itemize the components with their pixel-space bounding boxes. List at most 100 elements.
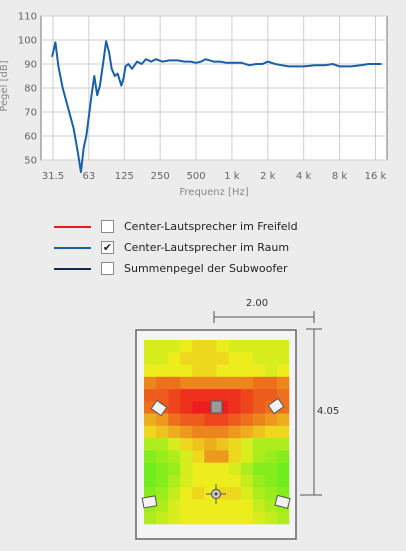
heatmap-cell (228, 474, 241, 488)
heatmap-cell (180, 413, 193, 427)
heatmap-cell (240, 474, 254, 488)
heatmap-cell (252, 511, 266, 525)
heatmap-cell (240, 364, 254, 378)
heatmap-cell (276, 389, 290, 402)
heatmap-cell (276, 474, 290, 488)
y-tick-label: 110 (18, 12, 37, 23)
heatmap-cell (252, 425, 266, 439)
heatmap-cell (216, 340, 229, 353)
heatmap-cell (216, 462, 229, 476)
heatmap-cell (264, 438, 278, 451)
heatmap-cell (156, 352, 169, 365)
legend-checkbox[interactable] (101, 220, 114, 233)
heatmap-cell (240, 401, 254, 414)
legend-line-swatch (54, 246, 91, 249)
heatmap-cell (228, 364, 241, 378)
x-tick-label: 2 k (260, 171, 276, 182)
heatmap-cell (252, 487, 266, 500)
heatmap-cell (240, 376, 254, 390)
heatmap-cell (156, 389, 169, 402)
heatmap-cell (168, 450, 181, 463)
heatmap-cell (252, 413, 266, 427)
heatmap-cell (264, 389, 278, 402)
heatmap-cell (240, 340, 254, 353)
heatmap-cell (240, 352, 254, 365)
heatmap-cell (252, 340, 266, 353)
heatmap-cell (168, 499, 181, 513)
heatmap-cell (216, 450, 229, 463)
listening-position-icon[interactable] (206, 484, 226, 504)
x-tick-label: 1 k (224, 171, 240, 182)
heatmap-cell (156, 364, 169, 378)
heatmap-cell (192, 450, 205, 463)
heatmap-cell (240, 438, 254, 451)
rear-left-speaker[interactable] (141, 495, 158, 509)
front-left-speaker[interactable] (150, 399, 168, 417)
heatmap-cell (216, 511, 229, 525)
x-tick-label: 125 (115, 171, 134, 182)
legend-checkbox[interactable]: ✔ (101, 241, 114, 254)
heatmap-cell (276, 413, 290, 427)
heatmap-cell (240, 511, 254, 525)
series-line (51, 40, 382, 173)
y-axis-title: Pegel [dB] (0, 60, 10, 111)
heatmap-cell (264, 425, 278, 439)
heatmap-cell (216, 438, 229, 451)
heatmap-cell (276, 352, 290, 365)
heatmap-cell (216, 352, 229, 365)
heatmap-cell (156, 511, 169, 525)
heatmap-cell (240, 389, 254, 402)
heatmap-cell (180, 340, 193, 353)
heatmap-cell (156, 376, 169, 390)
heatmap-cell (276, 462, 290, 476)
heatmap-cell (276, 364, 290, 378)
heatmap-cell (216, 376, 229, 390)
legend-checkbox[interactable] (101, 262, 114, 275)
rear-right-speaker[interactable] (274, 494, 291, 509)
legend: Center-Lautsprecher im Freifeld ✔ Center-L… (54, 216, 298, 279)
x-tick-label: 250 (151, 171, 170, 182)
heatmap-cell (144, 462, 157, 476)
heatmap-cell (144, 474, 157, 488)
heatmap-cell (264, 499, 278, 513)
legend-item[interactable]: Center-Lautsprecher im Freifeld (54, 216, 298, 237)
heatmap-cell (252, 450, 266, 463)
x-tick-labels: 31.5 63 125 250 500 1 k 2 k 4 k 8 k 16 k (42, 171, 387, 182)
heatmap-cell (264, 364, 278, 378)
center-speaker[interactable] (210, 400, 223, 414)
heatmap-cell (156, 462, 169, 476)
width-dimension-label: 2.00 (246, 298, 268, 309)
legend-label: Center-Lautsprecher im Freifeld (124, 220, 298, 233)
heatmap-cell (144, 413, 157, 427)
heatmap-cell (216, 389, 229, 402)
heatmap-cell (252, 352, 266, 365)
heatmap-cell (252, 462, 266, 476)
heatmap-cell (180, 511, 193, 525)
heatmap-cell (264, 352, 278, 365)
front-right-speaker[interactable] (267, 397, 285, 415)
heatmap-cell (216, 413, 229, 427)
heatmap-cell (264, 450, 278, 463)
heatmap-cell (156, 425, 169, 439)
heatmap-cell (156, 340, 169, 353)
heatmap-cell (192, 352, 205, 365)
legend-item[interactable]: ✔ Center-Lautsprecher im Raum (54, 237, 298, 258)
heatmap-cell (276, 450, 290, 463)
heatmap-cell (168, 413, 181, 427)
heatmap-cell (144, 511, 157, 525)
heatmap-cell (168, 462, 181, 476)
heatmap-cell (252, 389, 266, 402)
heatmap-cell (180, 364, 193, 378)
heatmap-cell (144, 376, 157, 390)
heatmap-cell (264, 340, 278, 353)
legend-item[interactable]: Summenpegel der Subwoofer (54, 258, 298, 279)
heatmap-cell (192, 474, 205, 488)
x-tick-label: 4 k (296, 171, 312, 182)
heatmap-cell (144, 401, 157, 414)
heatmap-cell (144, 340, 157, 353)
heatmap-cell (168, 487, 181, 500)
heatmap-cell (168, 352, 181, 365)
heatmap-cell (240, 487, 254, 500)
heatmap-cell (276, 511, 290, 525)
heatmap-cell (228, 438, 241, 451)
